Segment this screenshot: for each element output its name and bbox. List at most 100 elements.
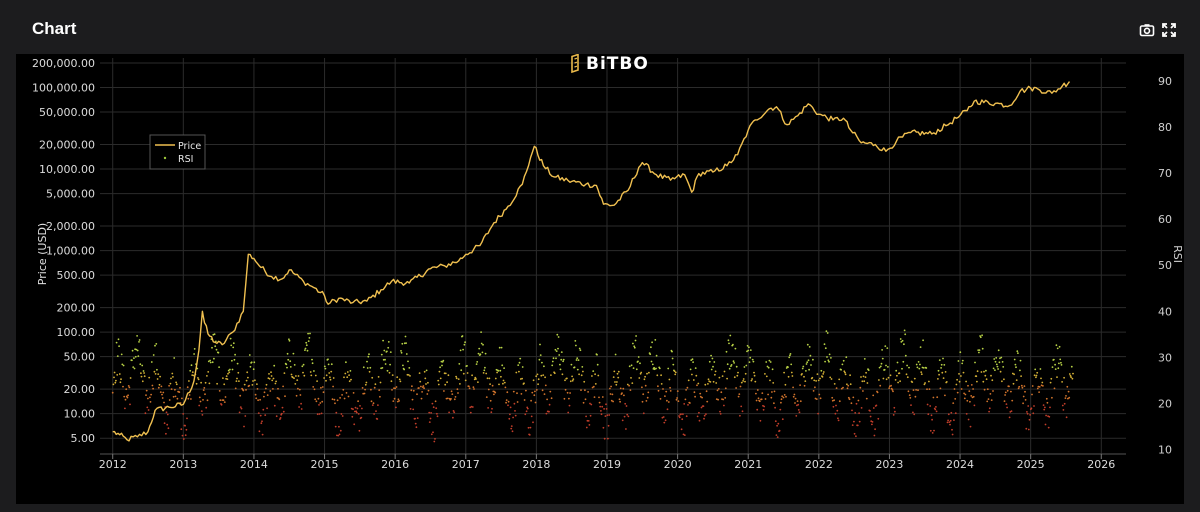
rsi-point (360, 416, 363, 419)
x-tick-label: 2020 (664, 458, 692, 471)
rsi-point (482, 372, 485, 374)
rsi-point (891, 389, 894, 391)
rsi-point (996, 365, 999, 368)
price-series-line (112, 81, 1071, 442)
rsi-point (163, 422, 166, 425)
rsi-point (987, 398, 990, 400)
rsi-point (316, 380, 318, 382)
rsi-point (999, 357, 1001, 360)
x-tick-label: 2024 (946, 458, 974, 471)
rsi-point (234, 387, 237, 390)
rsi-point (1045, 397, 1048, 400)
rsi-point (947, 413, 950, 416)
rsi-point (992, 367, 995, 370)
rsi-point (995, 357, 998, 359)
y-tick-label: 20,000.00 (39, 138, 95, 151)
rsi-point (324, 367, 327, 370)
rsi-point (1058, 345, 1061, 348)
rsi-point (436, 412, 438, 415)
rsi-point (983, 370, 985, 373)
rsi-point (453, 411, 456, 414)
rsi-point (294, 383, 297, 385)
rsi-point (423, 387, 425, 390)
y2-tick-label: 40 (1158, 305, 1172, 318)
rsi-point (518, 361, 521, 364)
rsi-point (937, 369, 940, 372)
x-tick-label: 2026 (1087, 458, 1115, 471)
rsi-point (767, 393, 769, 396)
rsi-point (692, 379, 695, 381)
rsi-point (459, 383, 461, 385)
price-rsi-chart[interactable]: 5.00 10.00 20.00 50.00 100.00 200.00 500.00 1,0… (16, 53, 1184, 504)
y-tick-label: 50,000.00 (39, 106, 95, 119)
rsi-point (1020, 384, 1023, 387)
rsi-point (209, 359, 212, 362)
rsi-point (650, 346, 652, 349)
rsi-point (720, 391, 723, 394)
rsi-point (512, 390, 515, 393)
rsi-point (1067, 390, 1070, 393)
rsi-point (1031, 385, 1034, 387)
rsi-point (271, 379, 274, 382)
rsi-point (278, 398, 281, 401)
rsi-point (845, 356, 848, 359)
legend: Price RSI (149, 134, 206, 170)
rsi-point (494, 377, 497, 380)
rsi-point (291, 376, 294, 379)
rsi-point (188, 380, 190, 382)
camera-icon[interactable] (1139, 22, 1155, 38)
rsi-point (764, 373, 766, 375)
rsi-point (876, 391, 879, 394)
rsi-point (765, 375, 768, 378)
rsi-point (560, 358, 563, 361)
rsi-point (570, 363, 573, 366)
rsi-point (288, 339, 291, 342)
rsi-point (361, 407, 363, 410)
rsi-point (1056, 376, 1058, 378)
rsi-point (835, 404, 837, 407)
rsi-point (373, 413, 375, 415)
rsi-point (949, 419, 952, 422)
rsi-point (380, 353, 383, 356)
rsi-point (114, 381, 117, 384)
rsi-point (364, 388, 366, 391)
rsi-point (249, 365, 252, 368)
rsi-point (174, 395, 177, 398)
rsi-point (425, 383, 427, 385)
rsi-point (698, 419, 701, 422)
rsi-point (431, 402, 434, 405)
rsi-point (723, 404, 725, 407)
rsi-point (977, 349, 980, 351)
y2-tick-label: 70 (1158, 167, 1172, 180)
rsi-point (703, 414, 706, 417)
rsi-point (584, 398, 587, 401)
rsi-point (1036, 371, 1039, 374)
rsi-point (680, 428, 683, 431)
rsi-point (781, 395, 784, 398)
rsi-point (642, 393, 645, 396)
rsi-point (1054, 368, 1057, 370)
rsi-point (264, 387, 267, 390)
rsi-point (150, 361, 153, 363)
expand-icon[interactable] (1161, 22, 1177, 38)
rsi-point (968, 390, 971, 392)
rsi-point (559, 363, 561, 366)
rsi-point (502, 382, 504, 385)
rsi-point (161, 393, 163, 396)
rsi-point (616, 381, 618, 383)
rsi-point (656, 374, 659, 377)
rsi-point (181, 397, 183, 400)
rsi-point (951, 433, 954, 436)
rsi-point (985, 369, 987, 372)
rsi-point (902, 360, 905, 363)
rsi-point (664, 395, 666, 397)
rsi-point (878, 379, 880, 381)
rsi-point (812, 390, 815, 392)
rsi-point (860, 376, 862, 378)
rsi-point (756, 408, 759, 411)
rsi-point (1059, 358, 1062, 361)
rsi-point (556, 333, 559, 336)
rsi-point (831, 396, 834, 399)
rsi-point (419, 380, 422, 383)
rsi-point (168, 399, 171, 401)
